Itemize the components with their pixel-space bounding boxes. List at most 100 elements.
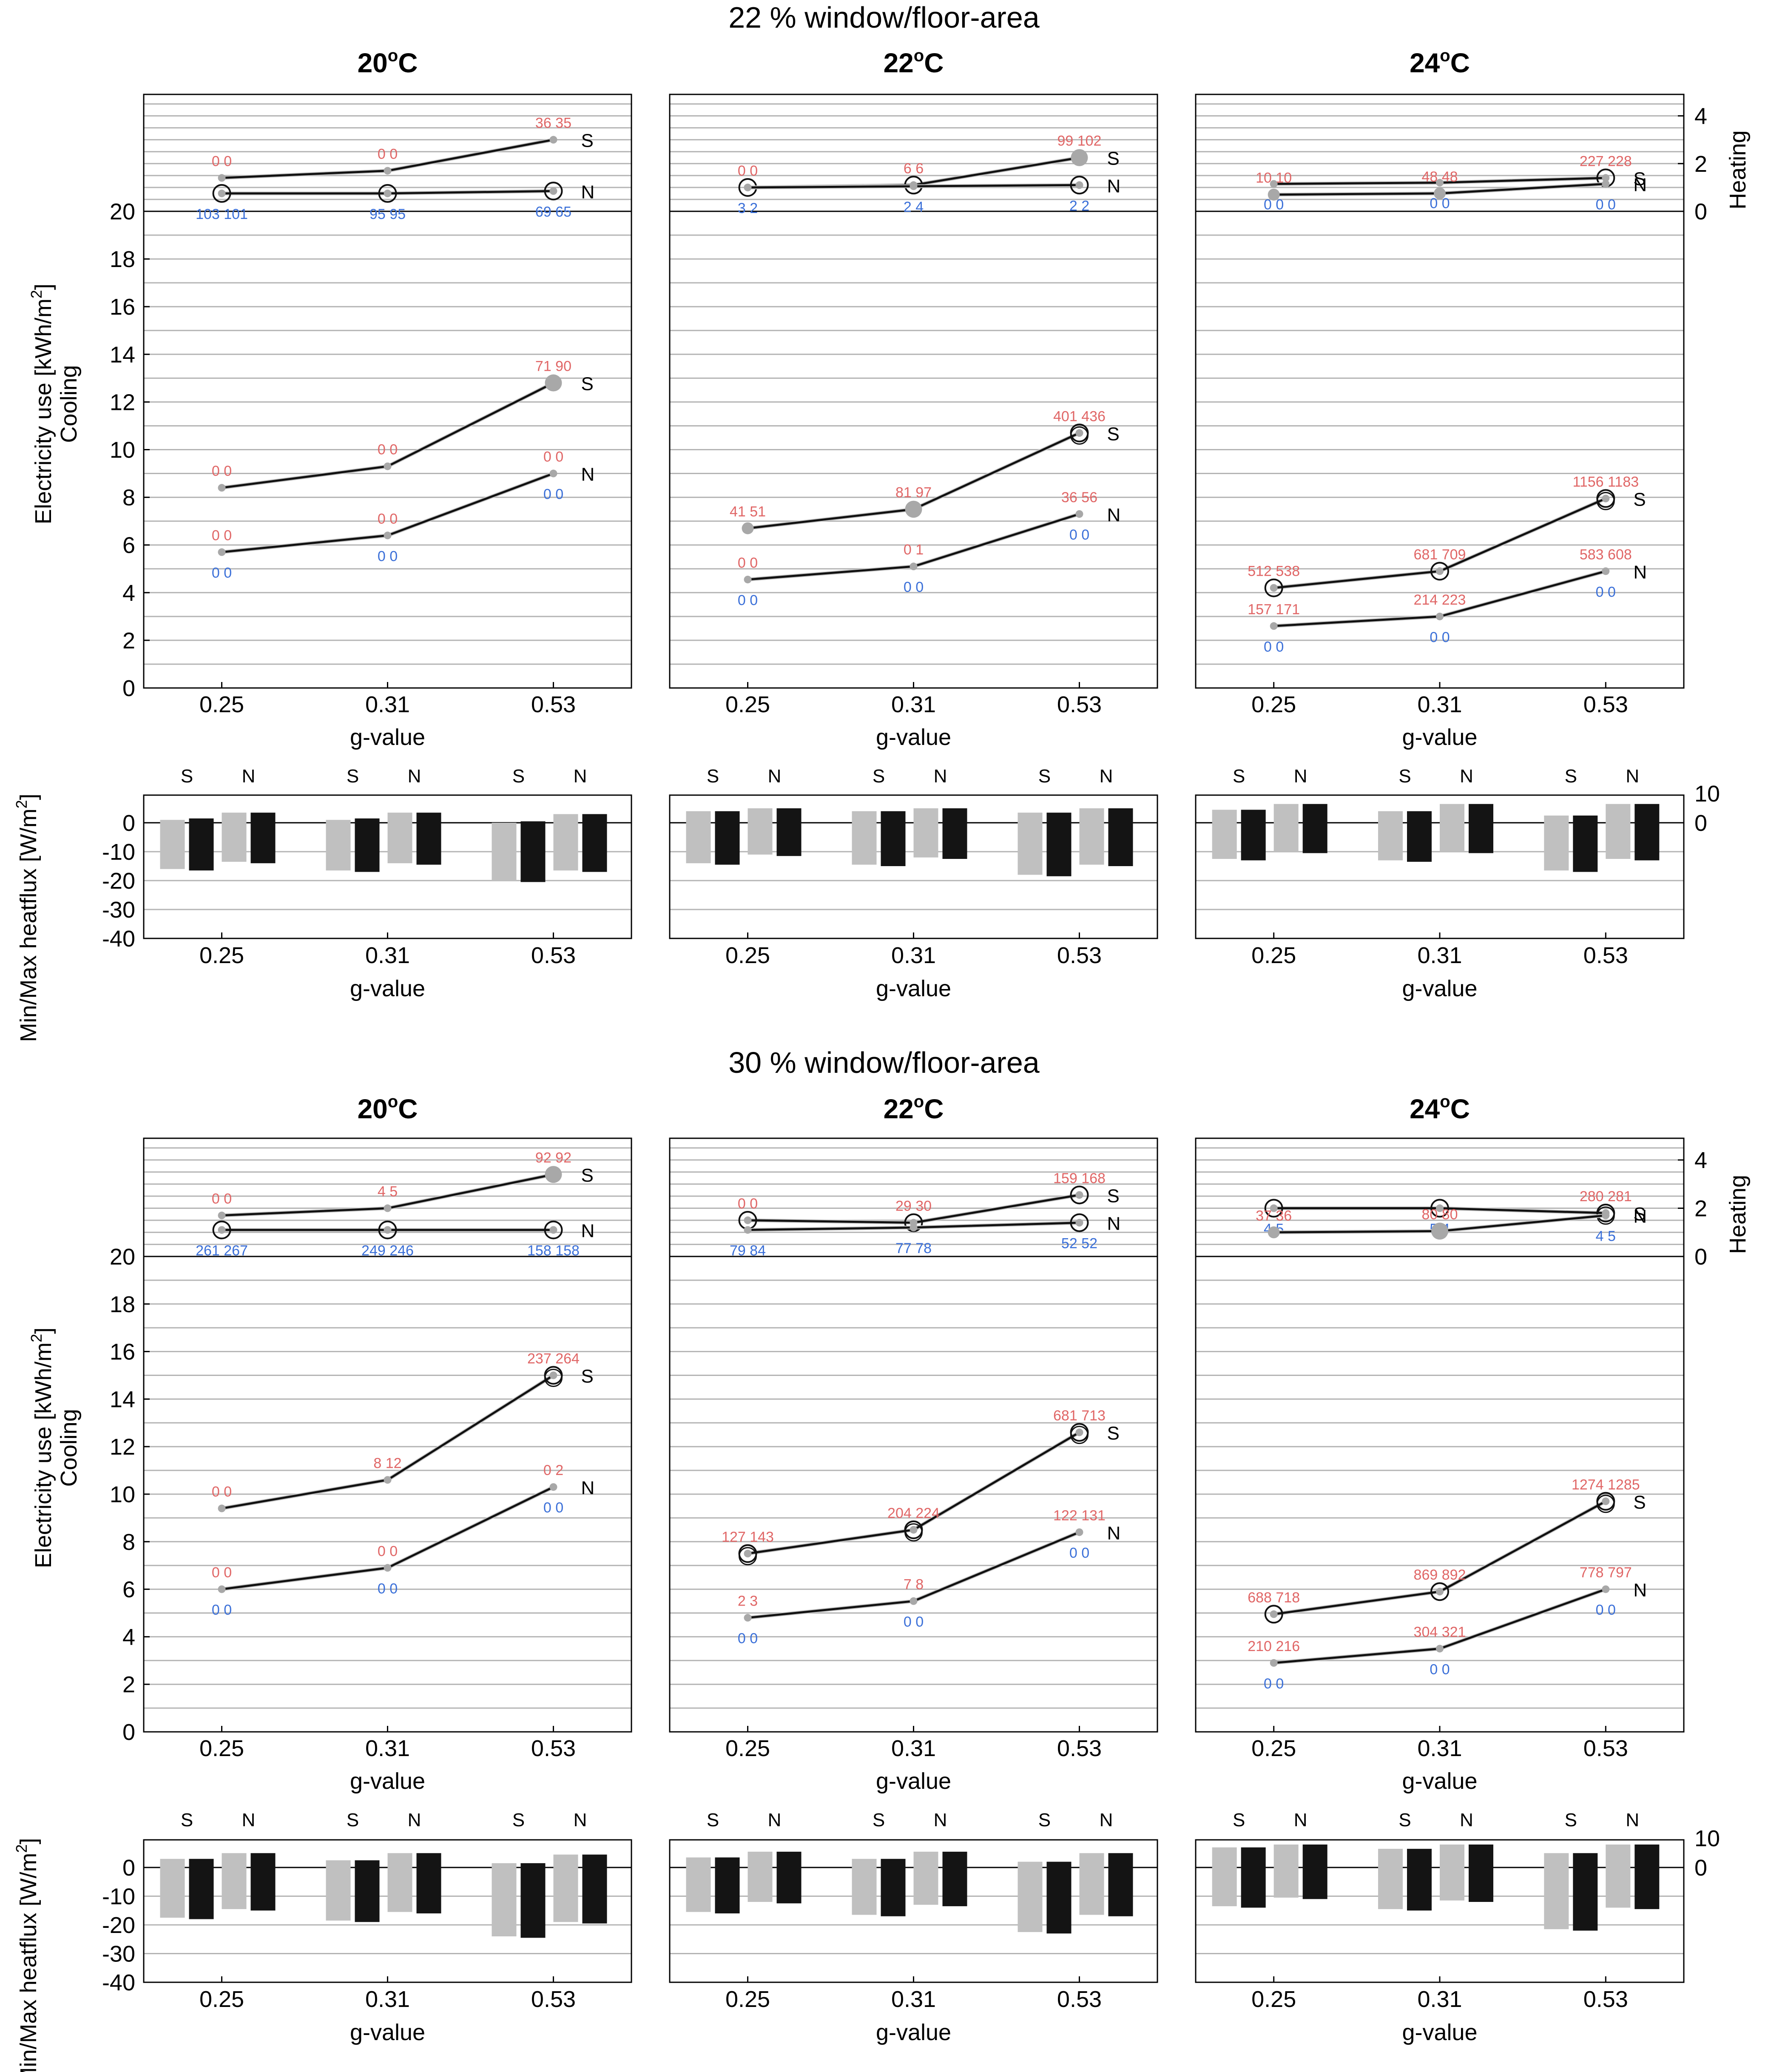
marker-circle	[1264, 578, 1283, 597]
y-tick-label: -40	[102, 1970, 135, 1995]
data-point	[1436, 1645, 1444, 1653]
annotation-red: 127 143	[722, 1529, 774, 1545]
annotation-red: 0 0	[738, 555, 758, 571]
flux-bar-dark	[189, 818, 214, 871]
annotation-red: 0 0	[543, 449, 563, 465]
y-tick-label: 18	[110, 247, 135, 272]
panel-title-degree: o	[1440, 1092, 1450, 1111]
y-tick-label: -10	[102, 839, 135, 865]
flux-panel: S N 0.25 S N 0.31 S N 0.53 g-value 10 0	[1195, 1810, 1720, 2045]
flux-bar-light	[1212, 1847, 1237, 1907]
series-line-S	[222, 1374, 554, 1510]
x-tick-label: 0.25	[1251, 692, 1296, 717]
series-end-label: S	[1107, 1423, 1119, 1444]
flux-panel: S N 0.25 S N 0.31 S N 0.53 g-value 0 -10 -20 -30 -40	[102, 1810, 632, 2045]
marker-circle	[1596, 1495, 1615, 1513]
figure-block-2: 30 % window/floor-area Electricity use [k…	[13, 1046, 1751, 2072]
annotation-blue: 0 0	[543, 1500, 563, 1516]
annotation-red: 0 0	[738, 1196, 758, 1212]
x-tick-label: 0.25	[725, 943, 770, 968]
flux-bar-light	[387, 1853, 412, 1912]
series-end-label: N	[1107, 1523, 1120, 1543]
annotation-red: 304 321	[1414, 1624, 1466, 1640]
annotation-blue: 4 5	[1596, 1228, 1616, 1245]
series-end-label: N	[1633, 562, 1647, 583]
y-tick-label: 8	[122, 485, 135, 511]
panel-title: 22oC	[884, 1092, 944, 1124]
flux-bar-light	[326, 820, 351, 871]
block-title: 30 % window/floor-area	[728, 1046, 1040, 1079]
flux-bar-light	[553, 814, 578, 871]
x-tick-label: 0.53	[1057, 692, 1102, 717]
x-tick-label: 0.53	[1583, 1987, 1628, 2012]
series-line-S	[748, 1431, 1080, 1555]
flux-bar-light	[1544, 816, 1569, 871]
flux-bar-light	[913, 1851, 938, 1905]
annotation-red: 37 36	[1256, 1208, 1292, 1224]
data-point	[384, 1204, 392, 1212]
x-tick-label: 0.25	[1251, 1736, 1296, 1761]
data-point	[744, 183, 752, 191]
annotation-red: 0 0	[212, 1191, 232, 1207]
flux-bar-light	[160, 1859, 185, 1918]
data-point	[384, 532, 392, 540]
figure-block-1: 22 % window/floor-area Electricity use [k…	[13, 1, 1751, 1042]
flux-orientation-label: S	[181, 1810, 193, 1830]
data-point	[910, 1223, 918, 1231]
x-axis-label: g-value	[876, 725, 951, 750]
annotation-red: 0 2	[543, 1462, 563, 1478]
flux-bar-dark	[355, 1860, 380, 1922]
data-point	[549, 136, 557, 144]
flux-orientation-label: S	[873, 766, 885, 787]
data-point	[1270, 584, 1278, 592]
data-point	[384, 462, 392, 470]
marker-circle	[378, 1220, 397, 1239]
panel-title-unit: C	[924, 48, 944, 78]
data-point	[1075, 181, 1083, 189]
flux-orientation-label: S	[707, 1810, 719, 1830]
annotation-blue: 0 0	[1264, 639, 1284, 655]
flux-bar-light	[553, 1854, 578, 1922]
data-point	[1602, 1585, 1610, 1593]
series-end-label: S	[1633, 1492, 1646, 1513]
panel-title-degree: o	[1440, 46, 1450, 65]
marker-filled	[545, 374, 562, 392]
flux-orientation-label: N	[574, 766, 587, 787]
y-tick-label: 0	[1694, 810, 1707, 836]
flux-bar-dark	[881, 811, 906, 866]
y-axis-label-part: Electricity use [kWh/m	[31, 298, 56, 524]
x-tick-label: 0.31	[365, 692, 410, 717]
flux-bar-dark	[1407, 811, 1432, 862]
annotation-red: 80 80	[1421, 1206, 1458, 1222]
flux-bar-dark	[1108, 1853, 1133, 1916]
data-point	[1436, 612, 1444, 620]
y-tick-label: 12	[110, 1434, 135, 1460]
flux-bar-light	[1212, 810, 1237, 859]
annotation-red: 681 713	[1053, 1408, 1106, 1424]
annotation-red: 237 264	[527, 1351, 580, 1367]
series-end-label: N	[1633, 1206, 1647, 1227]
flux-axis-label-part: Min/Max heatflux [W/m	[16, 1853, 41, 2072]
flux-bar-dark	[250, 1853, 276, 1911]
flux-bar-dark	[1046, 813, 1072, 876]
annotation-red: 2 3	[738, 1593, 758, 1609]
annotation-red: 210 216	[1248, 1638, 1300, 1654]
panel-title-unit: C	[1450, 1094, 1470, 1124]
annotation-red: 0 0	[378, 146, 398, 162]
marker-circle	[1264, 1605, 1283, 1624]
flux-orientation-label: S	[1398, 1810, 1411, 1830]
annotation-red: 0 0	[212, 528, 232, 544]
annotation-red: 6 6	[904, 160, 924, 176]
y-tick-label: 10	[110, 438, 135, 463]
flux-orientation-label: S	[1398, 766, 1411, 787]
y-axis-label-end: ]	[31, 1327, 56, 1334]
flux-bar-dark	[416, 1853, 441, 1913]
flux-orientation-label: S	[512, 1810, 525, 1830]
series-end-label: N	[581, 464, 594, 485]
flux-bar-dark	[1302, 1845, 1327, 1899]
flux-bar-dark	[1634, 1845, 1660, 1909]
data-point	[1602, 1211, 1610, 1219]
